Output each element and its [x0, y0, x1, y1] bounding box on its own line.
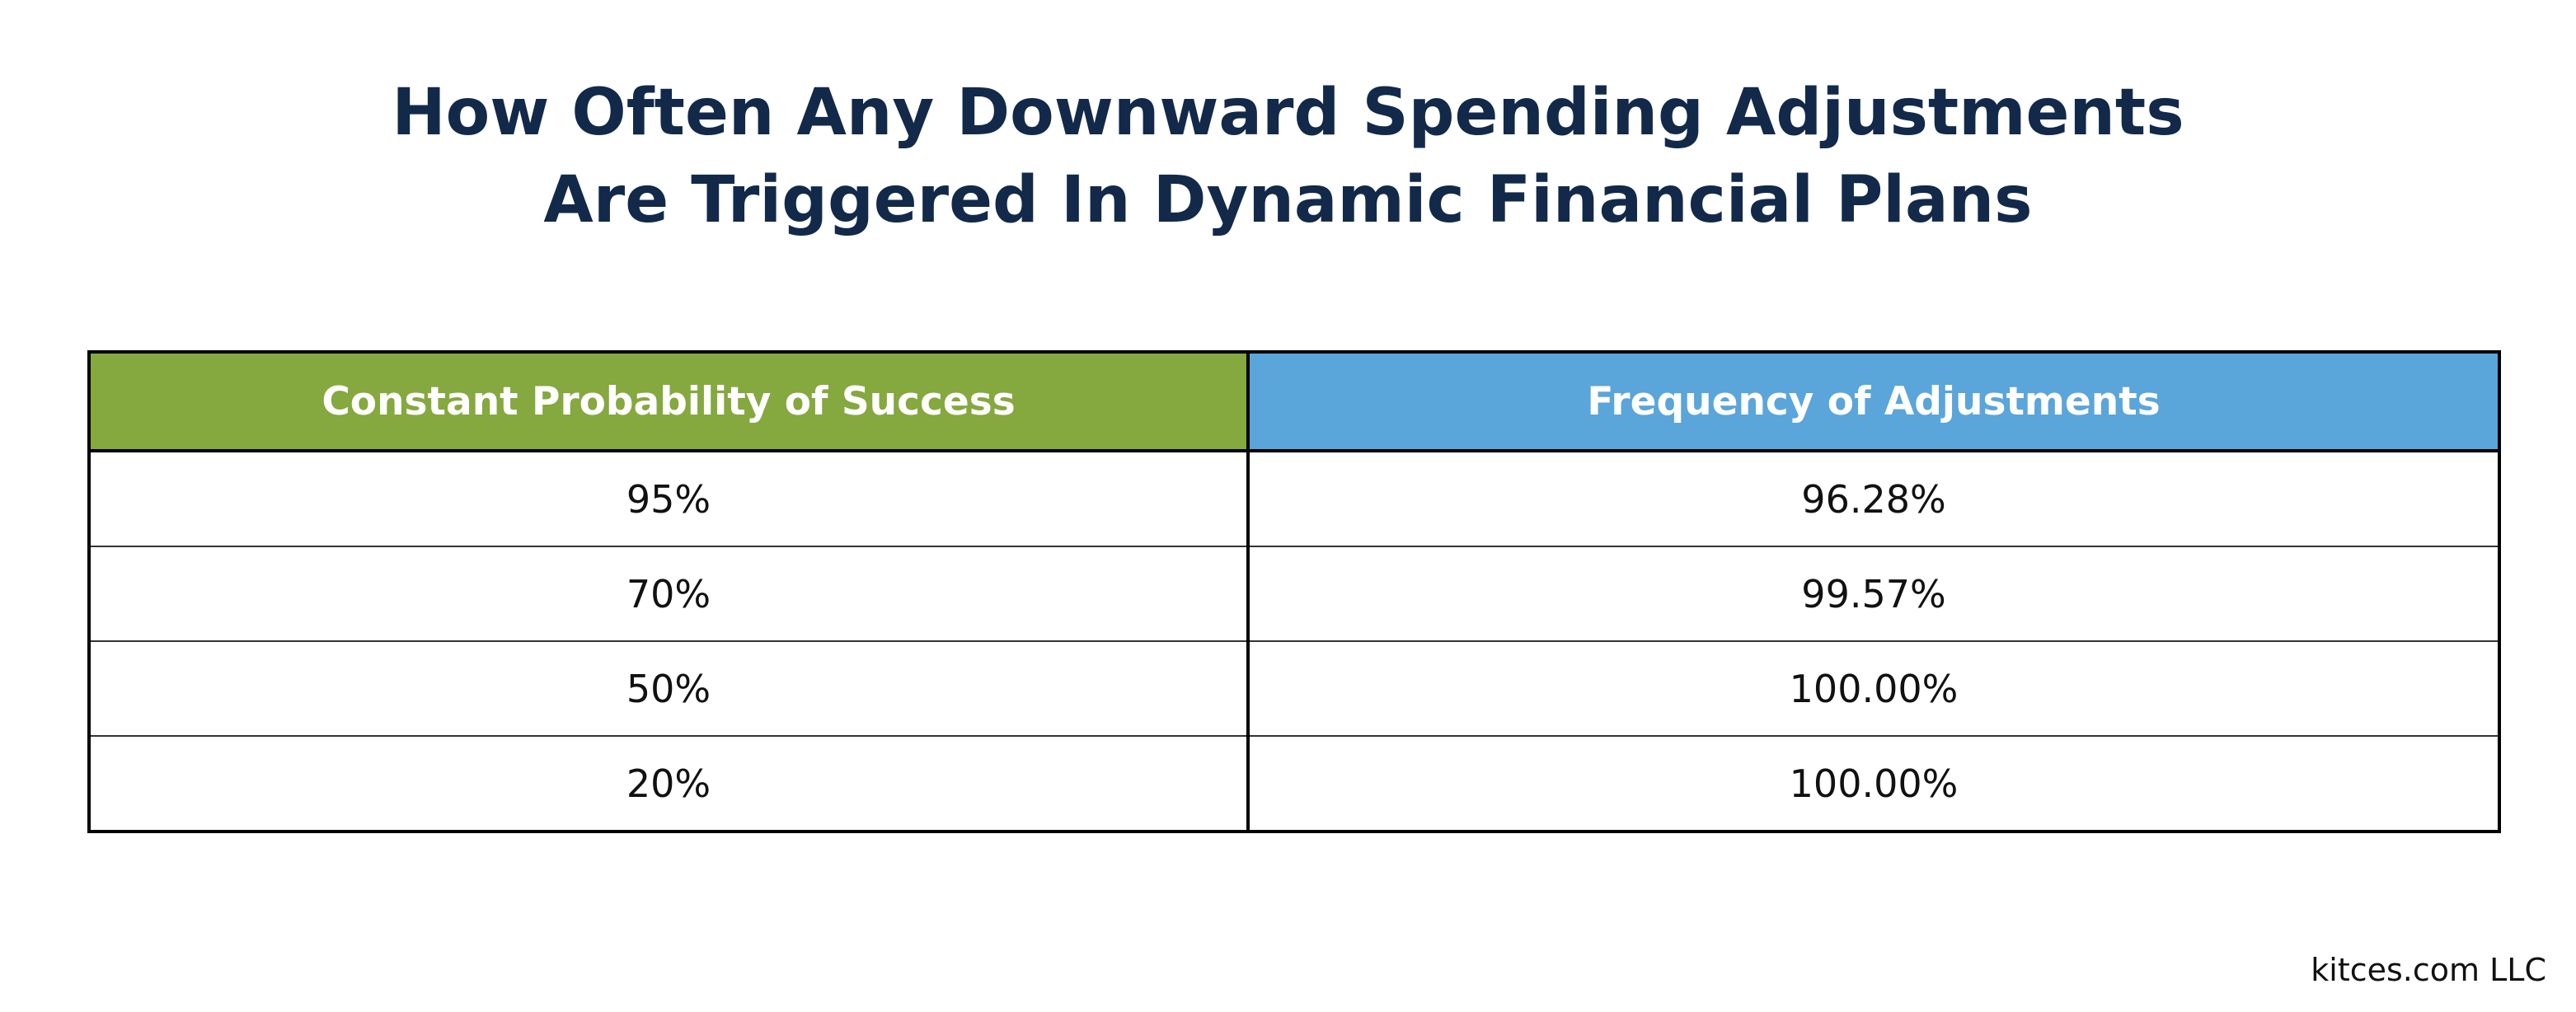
- frequency-cell: 96.28%: [1801, 476, 1946, 522]
- chart-title: How Often Any Downward Spending Adjustme…: [0, 69, 2576, 244]
- probability-cell: 95%: [89, 451, 1250, 546]
- table-row: 95% 96.28%: [89, 451, 2499, 546]
- column-header-probability: Constant Probability of Success: [89, 352, 1250, 452]
- table-row: 20% 100.00%: [89, 735, 2499, 832]
- probability-cell: 20%: [89, 735, 1250, 832]
- header-row: Constant Probability of Success Frequenc…: [89, 352, 2499, 452]
- probability-cell: 70%: [89, 546, 1250, 641]
- table-row: 70% 99.57%: [89, 546, 2499, 641]
- frequency-cell: 99.57%: [1248, 546, 2499, 641]
- source-credit: kitces.com LLC: [2311, 952, 2546, 988]
- table-row: 50% 100.00%: [89, 640, 2499, 736]
- chart-title-line-1: How Often Any Downward Spending Adjustme…: [392, 76, 2184, 150]
- probability-cell: 50%: [89, 640, 1250, 736]
- data-table: Constant Probability of Success Frequenc…: [87, 350, 2501, 833]
- frequency-cell: 100.00%: [1248, 735, 2499, 832]
- column-header-frequency: Frequency of Adjustments: [1248, 352, 2499, 452]
- frequency-cell: 100.00%: [1248, 640, 2499, 736]
- chart-title-line-2: Are Triggered In Dynamic Financial Plans: [543, 163, 2033, 237]
